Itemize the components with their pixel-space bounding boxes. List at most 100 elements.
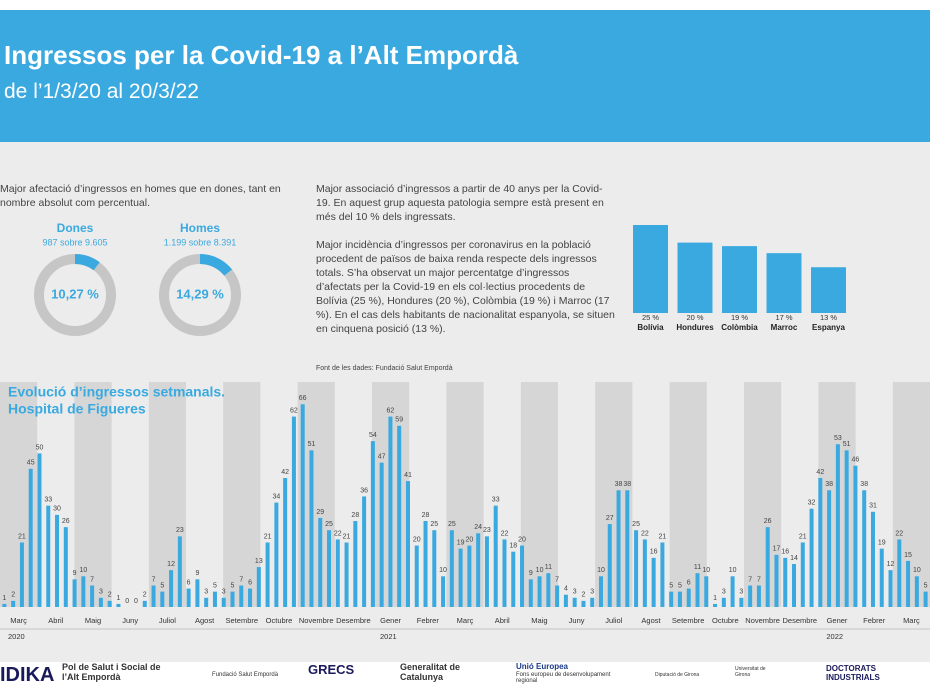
bar — [756, 585, 761, 607]
bar — [212, 591, 217, 607]
data-label: 54 — [369, 432, 377, 439]
data-label: 16 — [650, 549, 658, 556]
data-label: 21 — [18, 533, 26, 540]
bar — [774, 554, 779, 607]
data-label: 10 — [439, 567, 447, 574]
data-label: 25 — [448, 521, 456, 528]
bar-label: 25 % — [642, 313, 659, 322]
bar — [704, 576, 709, 607]
data-label: 17 — [773, 546, 781, 553]
year-label: 2022 — [826, 632, 843, 641]
month-label: Juny — [569, 616, 585, 625]
bar — [722, 246, 757, 313]
bar — [414, 545, 419, 607]
bar — [765, 527, 770, 607]
month-label: Octubre — [266, 616, 293, 625]
data-label: 7 — [239, 576, 243, 583]
bar — [862, 490, 867, 607]
data-label: 20 — [465, 536, 473, 543]
bar — [467, 545, 472, 607]
data-label: 10 — [702, 567, 710, 574]
bar — [353, 521, 358, 607]
bar — [423, 521, 428, 607]
bar — [90, 585, 95, 607]
donut-title: Homes — [180, 221, 220, 235]
data-label: 3 — [222, 589, 226, 596]
bar — [186, 588, 191, 607]
header: Ingressos per la Covid-19 a l’Alt Empord… — [0, 10, 930, 142]
month-band — [669, 382, 707, 607]
bar — [221, 597, 226, 607]
data-label: 3 — [204, 589, 208, 596]
logo: IDIKA — [0, 664, 55, 686]
category-label: Hondures — [676, 323, 714, 332]
data-label: 42 — [281, 469, 289, 476]
bar — [897, 539, 902, 607]
data-label: 21 — [659, 533, 667, 540]
data-label: 0 — [134, 598, 138, 605]
data-label: 3 — [739, 589, 743, 596]
data-label: 19 — [457, 539, 465, 546]
year-label: 2020 — [8, 632, 25, 641]
month-label: Agost — [641, 616, 661, 625]
data-label: 24 — [474, 524, 482, 531]
bar — [642, 539, 647, 607]
bar — [344, 542, 349, 607]
month-label: Maig — [531, 616, 547, 625]
data-label: 15 — [904, 552, 912, 559]
logo: Fons europeu de desenvolupament regional — [516, 672, 611, 684]
donut-title: Dones — [57, 221, 94, 235]
category-label: Bolívia — [637, 323, 664, 332]
bar — [151, 585, 156, 607]
month-label: Abril — [48, 616, 63, 625]
data-label: 16 — [781, 549, 789, 556]
data-label: 36 — [360, 487, 368, 494]
bar — [748, 585, 753, 607]
data-label: 28 — [351, 512, 359, 519]
bar — [906, 560, 911, 607]
logo: Universitat de Girona — [735, 666, 766, 678]
data-label: 10 — [729, 567, 737, 574]
donut-label: 14,29 % — [176, 286, 224, 301]
text: Major afectació d’ingressos en homes que… — [0, 183, 281, 209]
data-label: 19 — [878, 539, 886, 546]
bar — [590, 597, 595, 607]
data-label: 6 — [687, 579, 691, 586]
bar — [274, 502, 279, 607]
bar — [63, 527, 68, 607]
bar — [923, 591, 928, 607]
bar — [248, 588, 253, 607]
month-label: Juny — [122, 616, 138, 625]
month-band — [74, 382, 112, 607]
data-label: 22 — [641, 530, 649, 537]
data-label: 10 — [597, 567, 605, 574]
bar — [563, 594, 568, 607]
logo: DOCTORATS INDUSTRIALS — [826, 664, 880, 682]
data-label: 25 — [632, 521, 640, 528]
bar — [458, 548, 463, 607]
data-label: 4 — [564, 586, 568, 593]
bar — [327, 530, 332, 607]
data-label: 18 — [509, 543, 517, 550]
bar — [81, 576, 86, 607]
data-label: 13 — [255, 558, 263, 565]
data-label: 6 — [248, 579, 252, 586]
data-label: 27 — [606, 515, 614, 522]
bar — [397, 425, 402, 607]
month-label: Desembre — [782, 616, 817, 625]
month-label: Desembre — [336, 616, 371, 625]
bar — [493, 505, 498, 607]
month-label: Gener — [380, 616, 401, 625]
data-label: 62 — [290, 407, 298, 414]
bar — [870, 511, 875, 607]
data-label: 5 — [669, 582, 673, 589]
bar — [432, 530, 437, 607]
bar — [283, 478, 288, 607]
data-label: 47 — [378, 453, 386, 460]
bar — [256, 567, 261, 607]
logo: Diputació de Girona — [655, 672, 700, 678]
donut-subtitle: 987 sobre 9.605 — [42, 237, 107, 247]
subtitle: de l’1/3/20 al 20/3/22 — [4, 80, 199, 103]
bar — [581, 600, 586, 607]
